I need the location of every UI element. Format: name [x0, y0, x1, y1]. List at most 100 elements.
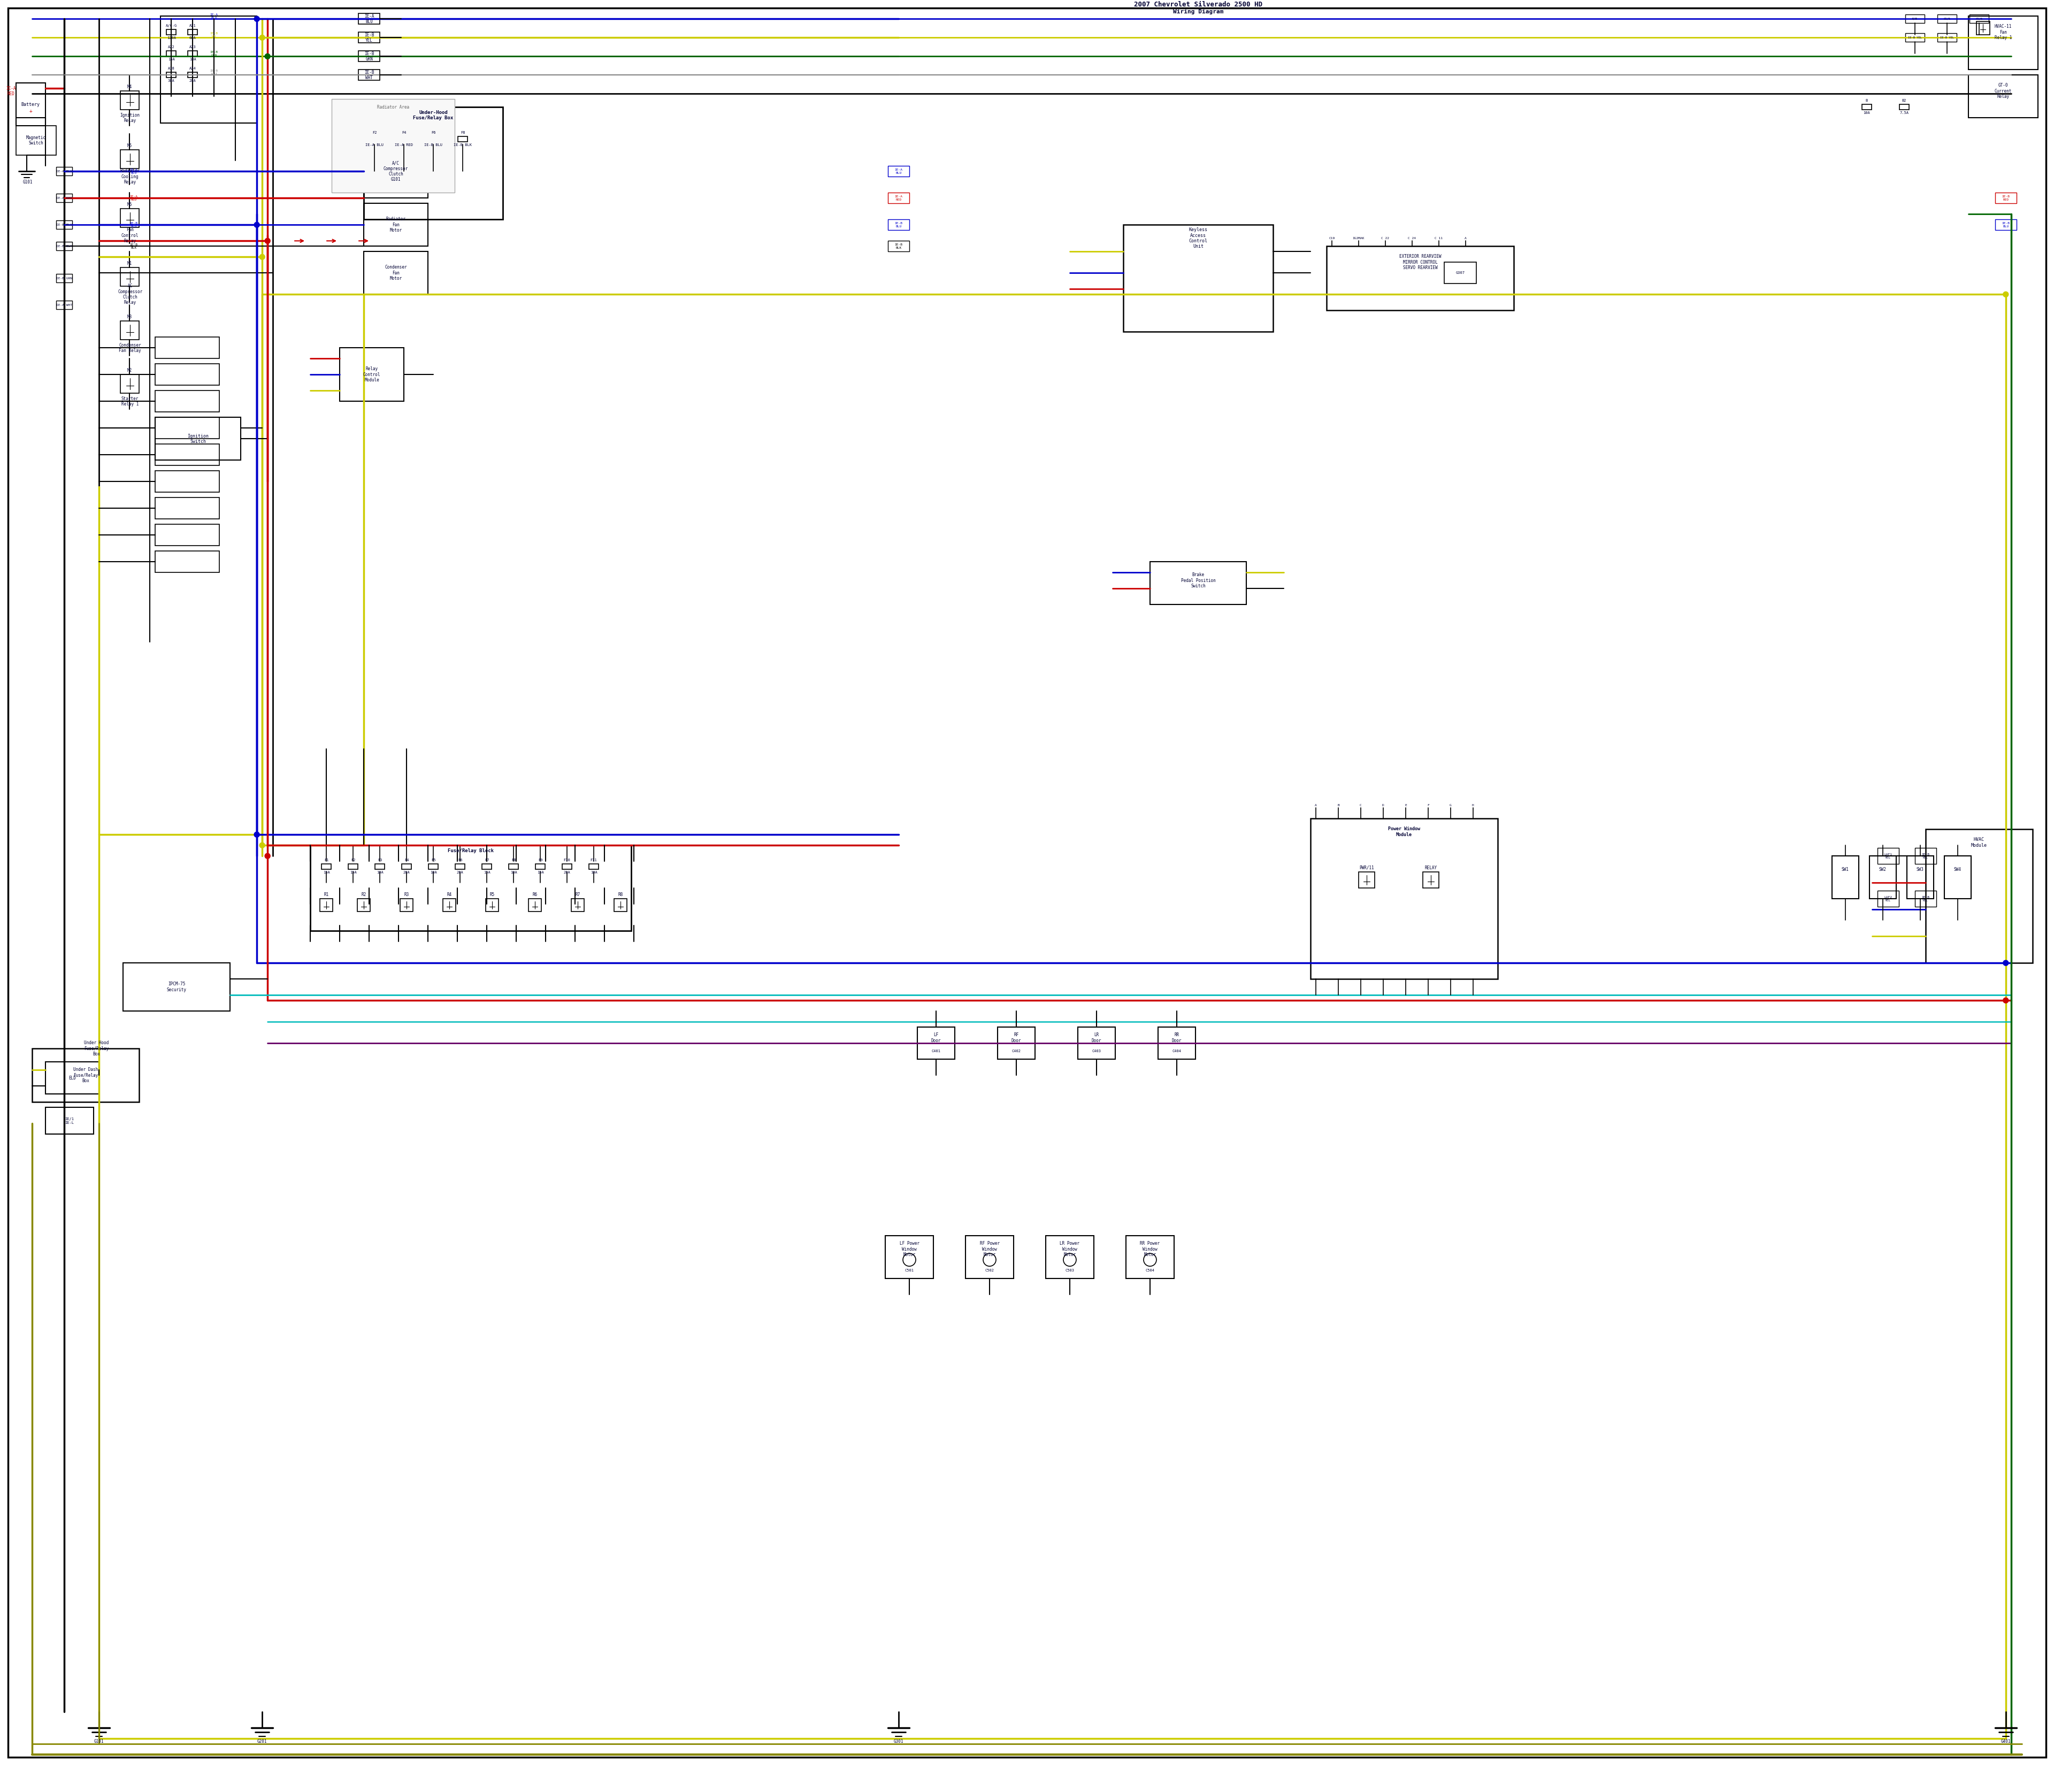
- Bar: [166, 72, 177, 77]
- Bar: [1900, 104, 1908, 109]
- Bar: [166, 30, 177, 36]
- Text: SW2: SW2: [1879, 867, 1886, 871]
- Bar: [359, 32, 380, 43]
- Bar: [1158, 1027, 1195, 1059]
- Text: AC
Compressor
Clutch
Relay: AC Compressor Clutch Relay: [117, 283, 142, 305]
- Text: 20A: 20A: [403, 871, 411, 874]
- Text: A18: A18: [168, 66, 175, 70]
- Text: IE-A
BLU: IE-A BLU: [896, 168, 902, 174]
- Text: C501: C501: [906, 1269, 914, 1272]
- Text: R7: R7: [575, 892, 579, 896]
- Circle shape: [2003, 998, 2009, 1004]
- Circle shape: [259, 254, 265, 260]
- Bar: [16, 82, 45, 125]
- Circle shape: [265, 238, 271, 244]
- Circle shape: [255, 831, 259, 837]
- Text: 20A: 20A: [189, 79, 195, 82]
- Bar: [1444, 262, 1477, 283]
- Text: B2: B2: [1902, 99, 1906, 102]
- Bar: [364, 108, 503, 219]
- Bar: [998, 1027, 1035, 1059]
- Bar: [403, 864, 411, 869]
- Text: HVAC-11
Fan
Relay 1: HVAC-11 Fan Relay 1: [1994, 25, 2011, 39]
- Text: 7.5A: 7.5A: [1900, 111, 1908, 115]
- Text: F2: F2: [351, 858, 355, 862]
- Bar: [33, 1048, 140, 1102]
- Text: IE-B
GRN: IE-B GRN: [210, 50, 218, 57]
- Text: Fuse/Relay Block: Fuse/Relay Block: [448, 848, 493, 853]
- Bar: [121, 210, 140, 228]
- Text: IE-B
BLK: IE-B BLK: [129, 244, 138, 249]
- Text: C 22: C 22: [1382, 237, 1389, 240]
- Text: IE-B BLK: IE-B BLK: [55, 246, 72, 247]
- Bar: [1937, 34, 1957, 41]
- Bar: [156, 391, 220, 412]
- Bar: [156, 418, 240, 461]
- Bar: [370, 136, 380, 142]
- Bar: [1976, 22, 1990, 36]
- Text: IE-B
WHT: IE-B WHT: [364, 70, 374, 81]
- Text: Relay
Control
Module: Relay Control Module: [364, 367, 380, 382]
- Text: RR
Door: RR Door: [1173, 1032, 1181, 1043]
- Text: Radiator Area: Radiator Area: [378, 104, 409, 109]
- Bar: [887, 194, 910, 204]
- Text: R5: R5: [489, 892, 495, 896]
- Bar: [156, 418, 220, 439]
- Text: C504: C504: [1146, 1269, 1154, 1272]
- Text: Under Hood
Fuse/Relay
Box: Under Hood Fuse/Relay Box: [84, 1041, 109, 1057]
- Bar: [156, 498, 220, 520]
- Text: IG2MAK: IG2MAK: [1354, 237, 1364, 240]
- Bar: [55, 220, 72, 229]
- Text: R3: R3: [405, 892, 409, 896]
- Bar: [444, 900, 456, 912]
- Text: 10A: 10A: [1863, 111, 1869, 115]
- Bar: [55, 194, 72, 202]
- Text: R6: R6: [532, 892, 538, 896]
- Bar: [310, 846, 631, 930]
- Bar: [918, 1027, 955, 1059]
- Text: 15A: 15A: [322, 871, 331, 874]
- Text: Radiator
Cooling
Relay: Radiator Cooling Relay: [121, 168, 140, 185]
- Text: 30A: 30A: [168, 79, 175, 82]
- Bar: [187, 50, 197, 56]
- Text: M2: M2: [127, 367, 131, 373]
- Text: EXTERIOR REARVIEW
MIRROR CONTROL
SERVO REARVIEW: EXTERIOR REARVIEW MIRROR CONTROL SERVO R…: [1399, 254, 1442, 271]
- Text: Ignition
Relay: Ignition Relay: [121, 113, 140, 124]
- Text: B: B: [1865, 99, 1867, 102]
- Bar: [55, 242, 72, 251]
- Text: Battery: Battery: [21, 102, 39, 108]
- Text: IE-B GRN: IE-B GRN: [55, 278, 72, 280]
- Text: Wiring Diagram: Wiring Diagram: [1173, 9, 1224, 14]
- Bar: [589, 864, 598, 869]
- Bar: [1945, 857, 1972, 900]
- Bar: [1906, 34, 1925, 41]
- Text: SW3: SW3: [1916, 867, 1925, 871]
- Bar: [1994, 194, 2017, 204]
- Text: IE-B
BLU: IE-B BLU: [129, 222, 138, 228]
- Bar: [563, 864, 571, 869]
- Text: Condenser
Fan
Motor: Condenser Fan Motor: [384, 265, 407, 281]
- Bar: [1078, 1027, 1115, 1059]
- Text: F2: F2: [372, 131, 376, 134]
- Bar: [1150, 563, 1247, 604]
- Text: R1: R1: [325, 892, 329, 896]
- Bar: [1994, 219, 2017, 229]
- Text: F1: F1: [325, 858, 329, 862]
- Text: RF Power
Window
Motor: RF Power Window Motor: [980, 1242, 1000, 1256]
- Bar: [1126, 1236, 1175, 1278]
- Text: F10: F10: [563, 858, 571, 862]
- Text: Power Window
Module: Power Window Module: [1389, 826, 1419, 837]
- Text: LAF1
YEL: LAF1 YEL: [1884, 853, 1892, 858]
- Text: Brake
Pedal Position
Switch: Brake Pedal Position Switch: [1181, 573, 1216, 588]
- Text: IE-B
YEL: IE-B YEL: [1923, 896, 1929, 901]
- Bar: [1968, 75, 2038, 118]
- Bar: [166, 50, 177, 56]
- Bar: [156, 552, 220, 572]
- Text: 2007 Chevrolet Silverado 2500 HD: 2007 Chevrolet Silverado 2500 HD: [1134, 2, 1263, 7]
- Text: RR Power
Window
Motor: RR Power Window Motor: [1140, 1242, 1161, 1256]
- Text: Radiator
Fan
Motor: Radiator Fan Motor: [386, 217, 407, 233]
- Text: IE-A RED: IE-A RED: [394, 143, 413, 147]
- Text: +: +: [29, 109, 33, 115]
- Bar: [887, 219, 910, 229]
- Text: 10A: 10A: [509, 871, 518, 874]
